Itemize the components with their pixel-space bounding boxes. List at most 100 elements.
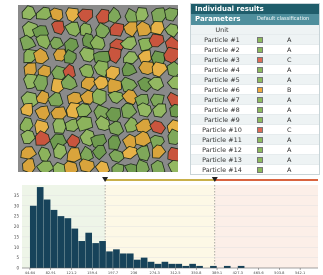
histogram-bar [99,241,106,268]
particle-image [18,5,178,172]
histogram-bar [30,206,37,268]
class-swatch [257,167,263,173]
y-tick-label: 0 [16,266,19,271]
histogram-bar [238,266,245,268]
particle [108,136,120,150]
histogram-bar [169,264,176,268]
class-letter: A [287,165,291,175]
histogram-bar [44,200,51,268]
histogram-bar [58,216,65,268]
x-tick-label: 274.3 [150,271,160,275]
x-tick-label: 236 [130,271,138,275]
histogram-bar [210,266,217,268]
class-letter: A [287,75,291,85]
particle [108,79,122,93]
class-swatch [257,117,263,123]
class-letter: A [287,115,291,125]
class-letter: A [287,35,291,45]
rows: Particle #1AParticle #2AParticle #3CPart… [191,35,319,175]
histogram-bar [51,210,58,268]
y-tick-label: 5 [16,255,19,260]
results-panel: Individual results Parameters Default cl… [190,3,320,175]
particle-name: Particle #14 [191,165,253,175]
unit-row: Unit [191,25,319,35]
particle-row: Particle #14 A [191,165,319,175]
histogram-bar [65,218,72,268]
particle-row: Particle #2A [191,45,319,55]
x-tick-label: 503.8 [274,271,285,275]
class-letter: A [287,155,291,165]
class-swatch [257,107,263,113]
particle-row: Particle #7 A [191,95,319,105]
class-letter: A [287,95,291,105]
class-swatch [257,147,263,153]
particle-row: Particle #5A [191,75,319,85]
histogram-bar [92,243,99,268]
class-swatch [257,97,263,103]
particle-name: Particle #13 [191,155,253,165]
class-swatch [257,37,263,43]
histogram-bar [196,266,203,268]
class-letter: C [287,125,292,135]
particle-name: Particle #10 [191,125,253,135]
x-tick-label: 542.1 [295,271,305,275]
histogram-bar [155,264,162,268]
x-tick-label: 44.64 [25,271,36,275]
particle [92,89,106,106]
y-tick-label: 35 [14,193,20,198]
y-tick-label: 15 [14,234,20,239]
particle-name: Particle #4 [191,65,253,75]
class-swatch [257,137,263,143]
class-swatch [257,67,263,73]
histogram-bar [72,229,79,268]
particle-row: Particle #12 A [191,145,319,155]
particle [53,119,66,134]
particle-name: Particle #9 [191,115,253,125]
x-tick-label: 389.1 [212,271,222,275]
histogram-bar [120,253,127,268]
x-tick-label: 312.5 [170,271,180,275]
particle-name: Particle #8 [191,105,253,115]
histogram-bar [37,187,44,268]
particle-name: Particle #11 [191,135,253,145]
particle-row: Particle #10 C [191,125,319,135]
histogram-bar [148,262,155,268]
particle-name: Particle #6 [191,85,253,95]
class-letter: A [287,145,291,155]
class-letter: A [287,105,291,115]
histogram: 0510152025303544.6482.91121.2159.4197.72… [0,176,323,275]
histogram-bar [175,264,182,268]
x-tick-label: 465.6 [253,271,264,275]
particle-row: Particle #4 A [191,65,319,75]
x-tick-label: 197.7 [108,271,118,275]
header-parameters: Parameters [195,14,241,25]
histogram-bar [182,266,189,268]
class-letter: B [287,85,291,95]
y-tick-label: 20 [14,224,20,229]
particle [151,22,164,35]
particle-name: Particle #12 [191,145,253,155]
x-tick-label: 350.8 [191,271,202,275]
x-tick-label: 427.3 [233,271,243,275]
class-letter: A [287,65,291,75]
unit-label: Unit [191,25,253,35]
particle-row: Particle #6 B [191,85,319,95]
particle-name: Particle #7 [191,95,253,105]
histogram-bar [224,266,231,268]
histogram-bar [134,260,141,268]
particle-row: Particle #13 A [191,155,319,165]
histogram-bar [141,258,148,268]
particle-row: Particle #1 A [191,35,319,45]
particle-row: Particle #3C [191,55,319,65]
threshold-bar [215,179,318,181]
histogram-bar [78,241,85,268]
particle-row: Particle #11A [191,135,319,145]
x-tick-label: 82.91 [46,271,56,275]
particle-row: Particle #8 A [191,105,319,115]
class-swatch [257,57,263,63]
panel-title: Individual results [191,4,319,14]
screen: {"panel":{"title":"Individual results","… [0,0,323,275]
particle-name: Particle #3 [191,55,253,65]
particle-name: Particle #1 [191,35,253,45]
histogram-bar [162,262,169,268]
